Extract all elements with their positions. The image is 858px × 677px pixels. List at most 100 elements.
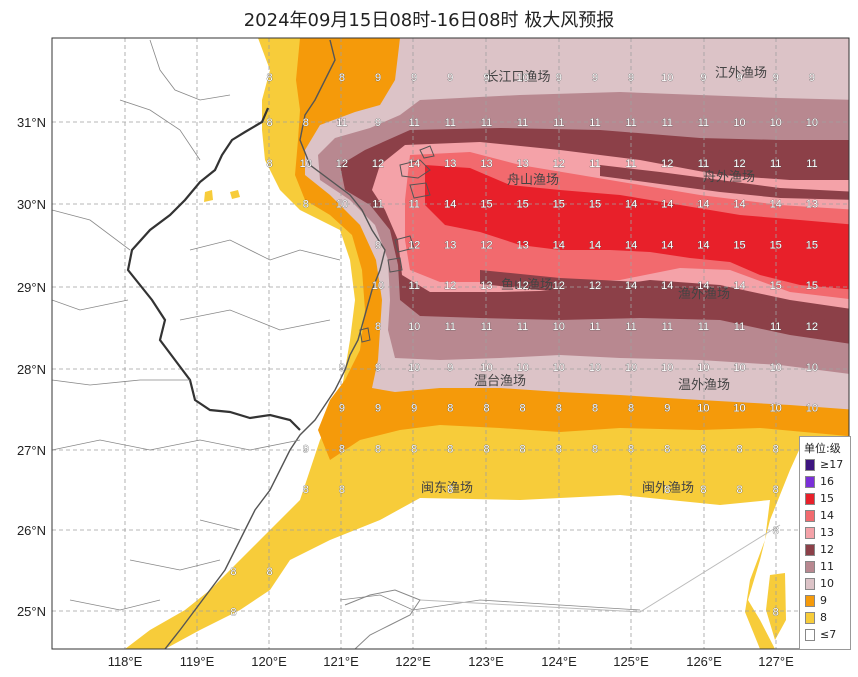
grid-value: 15 [553, 199, 565, 211]
grid-value: 10 [806, 403, 818, 415]
legend-item: 9 [804, 593, 848, 609]
fishing-ground-label: 闽东渔场 [421, 481, 473, 496]
grid-value: 10 [697, 362, 709, 374]
grid-value: 9 [411, 72, 417, 84]
grid-value: 13 [516, 239, 528, 251]
legend-swatch [805, 476, 815, 488]
grid-value: 11 [517, 117, 528, 129]
grid-value: 8 [267, 117, 273, 129]
grid-value-labels: 8 8 9 9 9 9 10 9 9 9 10 9 9 9 9 8 8 11 9 11 11 11 11 11 11 11 11 11… [230, 72, 818, 619]
grid-value: 10 [806, 362, 818, 374]
lon-tick: 126°E [686, 654, 722, 669]
grid-value: 12 [408, 239, 420, 251]
lon-tick: 123°E [468, 654, 504, 669]
fishing-ground-label: 温台渔场 [474, 374, 526, 389]
grid-value: 8 [773, 443, 779, 455]
grid-value: 10 [480, 362, 492, 374]
grid-value: 11 [408, 280, 419, 292]
grid-value: 12 [661, 158, 673, 170]
grid-value: 8 [375, 321, 381, 333]
legend-label: 16 [820, 475, 834, 488]
grid-value: 8 [447, 484, 453, 496]
grid-value: 14 [733, 199, 745, 211]
grid-value: 9 [375, 72, 381, 84]
grid-value: 8 [447, 403, 453, 415]
grid-value: 14 [589, 239, 601, 251]
grid-value: 14 [770, 199, 782, 211]
grid-value: 11 [336, 117, 347, 129]
grid-value: 11 [698, 158, 709, 170]
legend-item: 13 [804, 525, 848, 541]
legend-swatch [805, 544, 815, 556]
grid-value: 11 [589, 321, 600, 333]
grid-value: 8 [411, 443, 417, 455]
legend-item: 12 [804, 542, 848, 558]
grid-value: 9 [556, 72, 562, 84]
grid-value: 8 [700, 484, 706, 496]
legend-label: 8 [820, 611, 827, 624]
grid-value: 11 [662, 321, 673, 333]
grid-value: 10 [770, 362, 782, 374]
grid-value: 12 [553, 158, 565, 170]
ribbon-north [600, 165, 849, 200]
grid-value: 11 [408, 117, 419, 129]
legend-label: ≤7 [820, 628, 837, 641]
grid-value: 9 [664, 403, 670, 415]
band-level-15 [425, 165, 849, 290]
grid-value: 8 [664, 443, 670, 455]
grid-value: 9 [375, 117, 381, 129]
grid-value: 8 [303, 199, 309, 211]
grid-value: 11 [734, 321, 745, 333]
province-boundary [126, 107, 301, 431]
grid-value: 8 [230, 607, 236, 619]
legend-swatch [805, 459, 815, 471]
grid-value: 12 [553, 280, 565, 292]
grid-value: 12 [806, 321, 818, 333]
lat-tick: 25°N [17, 604, 46, 619]
legend-swatch [805, 527, 815, 539]
grid-value: 8 [773, 525, 779, 537]
grid-value: 10 [516, 362, 528, 374]
grid-value: 11 [481, 117, 492, 129]
grid-value: 12 [480, 239, 492, 251]
grid-value: 14 [625, 239, 637, 251]
grid-value: 10 [516, 72, 528, 84]
grid-value: 9 [375, 239, 381, 251]
grid-value: 11 [625, 117, 636, 129]
grid-value: 8 [447, 443, 453, 455]
lon-tick: 121°E [323, 654, 359, 669]
fishing-ground-label: 渔外渔场 [678, 287, 730, 302]
grid-value: 14 [408, 158, 420, 170]
grid-value: 12 [444, 280, 456, 292]
grid-value: 10 [770, 403, 782, 415]
gridlines [52, 38, 849, 649]
lon-tick: 120°E [251, 654, 287, 669]
grid-value: 8 [700, 443, 706, 455]
grid-value: 8 [267, 566, 273, 578]
grid-value: 10 [336, 199, 348, 211]
grid-value: 12 [733, 158, 745, 170]
grid-value: 10 [300, 158, 312, 170]
grid-value: 11 [698, 321, 709, 333]
legend-item: ≤7 [804, 627, 848, 643]
county-boundaries [52, 39, 641, 611]
grid-value: 14 [697, 239, 709, 251]
grid-value: 8 [592, 403, 598, 415]
map-title: 2024年09月15日08时-16日08时 极大风预报 [243, 10, 615, 31]
grid-value: 11 [589, 117, 600, 129]
lat-tick: 29°N [17, 280, 46, 295]
lat-tick: 28°N [17, 362, 46, 377]
grid-value: 8 [303, 484, 309, 496]
fishing-ground-label: 舟山渔场 [507, 173, 559, 188]
boundary-lines [419, 524, 781, 613]
lat-tick: 26°N [17, 523, 46, 538]
grid-value: 14 [444, 199, 456, 211]
legend-item: 8 [804, 610, 848, 626]
grid-value: 11 [589, 158, 600, 170]
grid-value: 10 [661, 362, 673, 374]
grid-value: 10 [408, 362, 420, 374]
lon-tick: 124°E [541, 654, 577, 669]
legend-item: 15 [804, 491, 848, 507]
legend-swatch [805, 510, 815, 522]
grid-value: 13 [806, 199, 818, 211]
